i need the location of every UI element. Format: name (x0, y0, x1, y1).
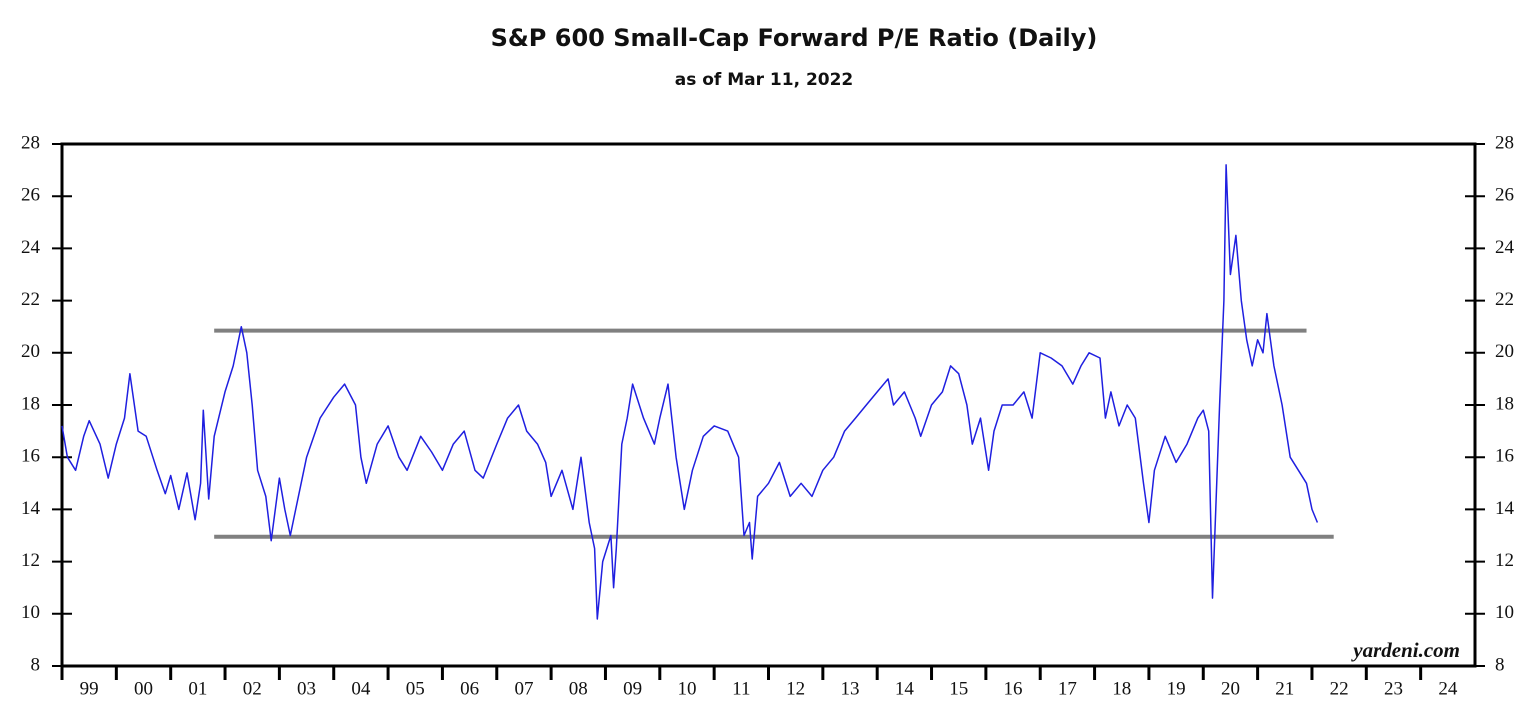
x-tick-label: 00 (134, 678, 153, 699)
y2-tick-label: 28 (1495, 132, 1514, 153)
y2-tick-label: 14 (1495, 498, 1515, 519)
x-tick-label: 24 (1438, 678, 1458, 699)
x-tick-label: 03 (297, 678, 316, 699)
x-tick-label: 23 (1384, 678, 1403, 699)
x-tick-label: 18 (1112, 678, 1131, 699)
chart-subtitle: as of Mar 11, 2022 (675, 70, 854, 90)
y2-tick-label: 26 (1495, 185, 1514, 206)
data-line (61, 164, 1319, 620)
y2-tick-label: 10 (1495, 602, 1514, 623)
y2-tick-label: 18 (1495, 393, 1514, 414)
y-tick-label: 22 (21, 289, 40, 310)
y-tick-label: 18 (21, 393, 40, 414)
y-tick-label: 12 (21, 550, 40, 571)
y2-tick-label: 12 (1495, 550, 1514, 571)
source-note: yardeni.com (1350, 638, 1460, 662)
x-tick-label: 16 (1004, 678, 1023, 699)
y-tick-label: 28 (21, 132, 40, 153)
x-tick-label: 20 (1221, 678, 1240, 699)
y-tick-label: 14 (21, 498, 41, 519)
x-tick-label: 02 (243, 678, 262, 699)
y-tick-label: 16 (21, 446, 40, 467)
x-tick-label: 17 (1058, 678, 1077, 699)
y2-tick-label: 24 (1495, 237, 1515, 258)
x-tick-label: 10 (677, 678, 696, 699)
x-tick-label: 05 (406, 678, 425, 699)
x-tick-label: 01 (188, 678, 207, 699)
x-tick-label: 04 (351, 678, 371, 699)
y2-tick-label: 16 (1495, 446, 1514, 467)
x-tick-label: 08 (569, 678, 588, 699)
x-tick-label: 12 (786, 678, 805, 699)
x-tick-label: 22 (1330, 678, 1349, 699)
x-tick-label: 09 (623, 678, 642, 699)
x-tick-label: 14 (895, 678, 915, 699)
y-tick-label: 20 (21, 341, 40, 362)
y2-tick-label: 22 (1495, 289, 1514, 310)
x-tick-label: 19 (1167, 678, 1186, 699)
x-tick-label: 13 (841, 678, 860, 699)
x-tick-label: 99 (80, 678, 99, 699)
x-tick-label: 06 (460, 678, 479, 699)
chart-title: S&P 600 Small-Cap Forward P/E Ratio (Dai… (491, 24, 1098, 52)
y-tick-label: 24 (21, 237, 41, 258)
x-tick-label: 07 (514, 678, 533, 699)
y2-tick-label: 20 (1495, 341, 1514, 362)
plot-frame (60, 142, 1477, 668)
x-tick-label: 11 (732, 678, 750, 699)
y2-tick-label: 8 (1495, 654, 1505, 675)
y-tick-label: 10 (21, 602, 40, 623)
y-tick-label: 8 (31, 654, 41, 675)
x-tick-label: 15 (949, 678, 968, 699)
x-tick-label: 21 (1275, 678, 1294, 699)
y-tick-label: 26 (21, 185, 40, 206)
